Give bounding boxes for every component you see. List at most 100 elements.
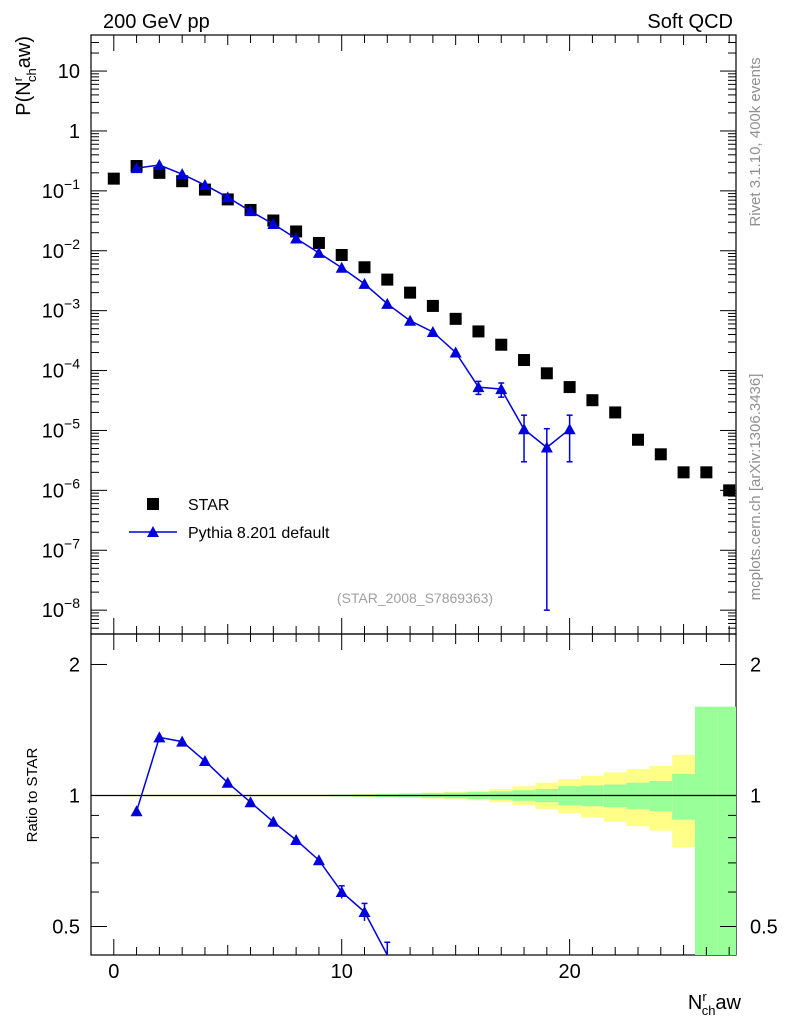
ratio-data-point	[335, 886, 348, 898]
pythia-data-point	[358, 277, 371, 289]
pythia-data-point	[426, 326, 439, 338]
main-y-tick-label: 10−3	[42, 296, 80, 323]
star-data-point	[677, 466, 690, 479]
ratio-y-tick-label-left: 1	[69, 785, 80, 807]
x-tick-labels: 0 10 20	[108, 961, 581, 983]
star-data-point	[312, 236, 325, 249]
pythia-data-point	[449, 346, 462, 358]
main-y-tick-mantissa: 1	[69, 121, 80, 143]
main-plot-frame	[90, 34, 737, 635]
pythia-data-point	[472, 381, 485, 393]
main-y-tick-exponent: −5	[64, 415, 80, 431]
main-y-tick-label: 1	[69, 121, 80, 143]
x-tick-label: 20	[558, 961, 580, 983]
xlabel-main: N	[688, 992, 702, 1014]
ratio-data-point	[221, 776, 234, 788]
ratio-y-tick-label-right: 2	[750, 654, 761, 676]
xlabel-tail: aw	[715, 992, 741, 1014]
main-y-tick-mantissa: 10	[42, 540, 64, 562]
pythia-data-point	[244, 205, 257, 217]
main-y-tick-label: 10−8	[42, 595, 80, 622]
main-ylabel-main: P(N	[13, 81, 35, 115]
ratio-mc-marks	[130, 731, 391, 956]
main-y-tick-exponent: −4	[64, 356, 80, 372]
pythia-series-line	[136, 164, 571, 449]
ratio-data-point	[130, 805, 143, 817]
ratio-data-point	[290, 834, 303, 846]
ratio-data-point	[198, 755, 211, 767]
main-y-tick-exponent: −3	[64, 296, 80, 312]
legend: STAR Pythia 8.201 default	[129, 497, 330, 542]
pythia-data-point	[198, 179, 211, 191]
legend-marker-star	[147, 498, 159, 510]
xlabel-sub: ch	[702, 1003, 716, 1018]
main-y-tick-label: 10−1	[42, 176, 80, 203]
star-data-point	[358, 261, 371, 274]
star-data-point	[381, 273, 394, 286]
main-y-tick-mantissa: 10	[42, 361, 64, 383]
ratio-inner-band	[717, 706, 736, 955]
star-data-point	[335, 248, 348, 261]
star-data-point	[290, 225, 303, 238]
pythia-data-point	[518, 423, 531, 435]
ratio-data-point	[312, 854, 325, 866]
main-y-tick-label: 10−6	[42, 475, 80, 502]
ratio-y-tick-label-right: 0.5	[750, 916, 778, 938]
pythia-data-point	[176, 168, 189, 180]
main-y-tick-mantissa: 10	[58, 61, 80, 83]
legend-label-pythia: Pythia 8.201 default	[188, 525, 330, 542]
star-data-point	[586, 394, 599, 407]
pythia-data-point	[267, 217, 280, 229]
star-data-point	[518, 354, 531, 367]
main-y-tick-mantissa: 10	[42, 600, 64, 622]
ratio-panel: 2 2 1 1 0.5 0.5 0 10 20	[52, 633, 778, 983]
star-data-point	[654, 448, 667, 461]
main-y-tick-label: 10−5	[42, 415, 80, 442]
legend-marker-pythia	[147, 526, 159, 537]
pythia-data-point	[563, 423, 576, 435]
header-left: 200 GeV pp	[103, 11, 210, 33]
star-data-point	[449, 312, 462, 325]
main-ylabel-tail: aw)	[13, 36, 35, 68]
main-axis-ticks	[90, 34, 736, 635]
pythia-data-point	[381, 297, 394, 309]
main-data-marks	[107, 160, 736, 497]
star-data-point	[472, 325, 485, 338]
main-y-tick-label: 10	[58, 61, 80, 83]
xlabel-sup: r	[702, 989, 707, 1004]
legend-label-star: STAR	[188, 497, 229, 514]
pythia-data-point	[290, 232, 303, 244]
ratio-bands	[125, 706, 736, 955]
mcplots-label: mcplots.cern.ch [arXiv:1306.3436]	[747, 374, 764, 601]
analysis-tag: (STAR_2008_S7869363)	[337, 590, 493, 606]
main-y-tick-mantissa: 10	[42, 480, 64, 502]
header-right: Soft QCD	[647, 11, 733, 33]
star-data-point	[540, 367, 553, 380]
ratio-axis-ticks	[90, 634, 736, 955]
main-y-axis-label: P(Nrchaw)	[10, 36, 39, 116]
ratio-data-point	[267, 815, 280, 827]
main-y-tick-mantissa: 10	[42, 181, 64, 203]
ratio-series-line	[135, 736, 388, 956]
main-y-tick-exponent: −7	[64, 535, 80, 551]
main-y-tick-exponent: −2	[64, 236, 80, 252]
ratio-y-axis-label: Ratio to STAR	[24, 747, 41, 842]
ratio-data-point	[244, 796, 257, 808]
main-y-tick-mantissa: 10	[42, 420, 64, 442]
star-data-point	[563, 381, 576, 394]
main-y-tick-exponent: −6	[64, 475, 80, 491]
star-data-point	[631, 433, 644, 446]
ratio-y-tick-label-right: 1	[750, 785, 761, 807]
star-data-point	[723, 484, 736, 497]
ratio-y-tick-labels: 2 2 1 1 0.5 0.5	[52, 654, 778, 938]
star-data-point	[609, 406, 622, 419]
x-tick-label: 0	[108, 961, 119, 983]
main-y-tick-label: 10−2	[42, 236, 80, 263]
pythia-data-point	[221, 191, 234, 203]
star-data-point	[700, 466, 713, 479]
ratio-data-point	[358, 905, 371, 917]
main-mc-marks	[130, 159, 576, 611]
ratio-inner-band	[694, 706, 718, 955]
